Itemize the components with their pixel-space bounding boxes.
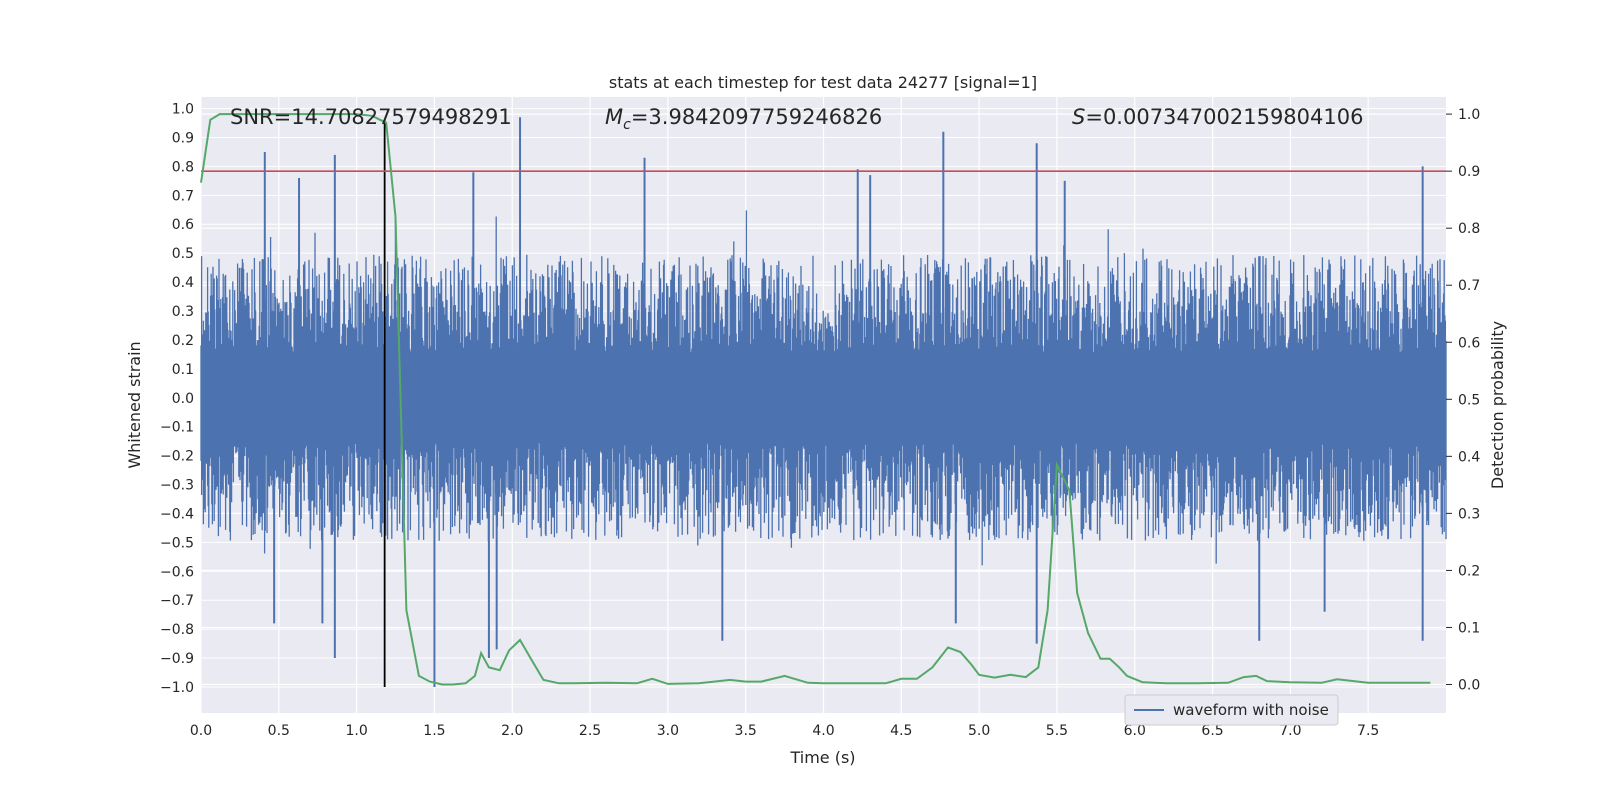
x-tick-label: 2.5 [579,723,601,739]
waveform-noise [200,210,1447,566]
mc-subscript: c [623,117,631,133]
chart-title: stats at each timestep for test data 242… [609,73,1037,92]
x-tick-label: 6.0 [1124,723,1146,739]
mc-symbol: M [605,105,623,129]
s-value: =0.007347002159804106 [1085,105,1363,129]
x-tick-label: 4.0 [812,723,834,739]
y-right-tick-label: 0.3 [1458,506,1480,522]
x-tick-label: 3.5 [735,723,757,739]
x-tick-label: 7.5 [1357,723,1379,739]
detection-probability-line [200,113,1431,686]
s-annotation: S=0.007347002159804106 [1072,105,1363,129]
y-left-tick-label: 0.0 [172,391,194,407]
y-left-tick-label: −0.7 [160,593,194,609]
x-axis-label: Time (s) [789,748,855,767]
y-left-tick-label: −0.8 [160,622,194,638]
legend-label: waveform with noise [1173,701,1329,719]
y-left-tick-label: 0.6 [172,217,194,233]
y-left-tick-label: −0.5 [160,535,194,551]
x-tick-label: 0.0 [190,723,212,739]
y-right-tick-label: 0.8 [1458,221,1480,237]
s-symbol: S [1072,105,1085,129]
y-left-tick-label: 0.7 [172,188,194,204]
y-left-tick-label: 0.4 [172,275,194,291]
x-tick-label: 1.5 [423,723,445,739]
y-left-tick-label: −0.4 [160,506,194,522]
x-tick-label: 5.5 [1046,723,1068,739]
y-right-tick-label: 0.6 [1458,335,1480,351]
plot-area [200,113,1447,687]
y-left-tick-label: −0.3 [160,478,194,494]
y-left-tick-label: 0.1 [172,362,194,378]
x-tick-label: 6.5 [1201,723,1223,739]
y-left-tick-label: 0.3 [172,304,194,320]
y-right-tick-label: 0.0 [1458,677,1480,693]
x-tick-label: 2.0 [501,723,523,739]
y-left-tick-label: 0.9 [172,130,194,146]
y-left-tick-label: −0.9 [160,651,194,667]
y-left-tick-label: 0.5 [172,246,194,262]
y-right-tick-label: 0.4 [1458,449,1480,465]
y-right-tick-label: 0.5 [1458,392,1480,408]
legend-box [1124,694,1339,726]
y-left-tick-label: −1.0 [160,680,194,696]
y-right-tick-label: 0.9 [1458,164,1480,180]
legend: waveform with noise [1124,694,1339,726]
x-tick-label: 1.0 [345,723,367,739]
y-left-tick-label: 1.0 [172,102,194,118]
y-left-tick-label: 0.8 [172,159,194,175]
x-tick-label: 0.5 [268,723,290,739]
y-right-tick-label: 0.1 [1458,620,1480,636]
y-left-tick-label: −0.6 [160,564,194,580]
y-axis-label-right: Detection probability [1488,321,1507,489]
x-tick-label: 7.0 [1279,723,1301,739]
x-tick-label: 4.5 [890,723,912,739]
y-left-tick-label: −0.1 [160,420,194,436]
x-tick-label: 5.0 [968,723,990,739]
y-left-tick-label: 0.2 [172,333,194,349]
y-right-tick-label: 0.7 [1458,278,1480,294]
axes: 0.0 0.5 1.0 1.5 2.0 2.5 3.0 3.5 4.0 4.5 5.0 5.5 6.0 6… [160,102,1480,739]
y-axis-label-left: Whitened strain [125,341,144,468]
y-left-tick-label: −0.2 [160,449,194,465]
y-right-tick-label: 0.2 [1458,563,1480,579]
snr-annotation: SNR=14.70827579498291 [230,105,512,129]
mc-annotation: Mc=3.9842097759246826 [605,105,882,133]
x-tick-label: 3.0 [657,723,679,739]
y-right-tick-label: 1.0 [1458,107,1480,123]
mc-value: =3.9842097759246826 [631,105,882,129]
